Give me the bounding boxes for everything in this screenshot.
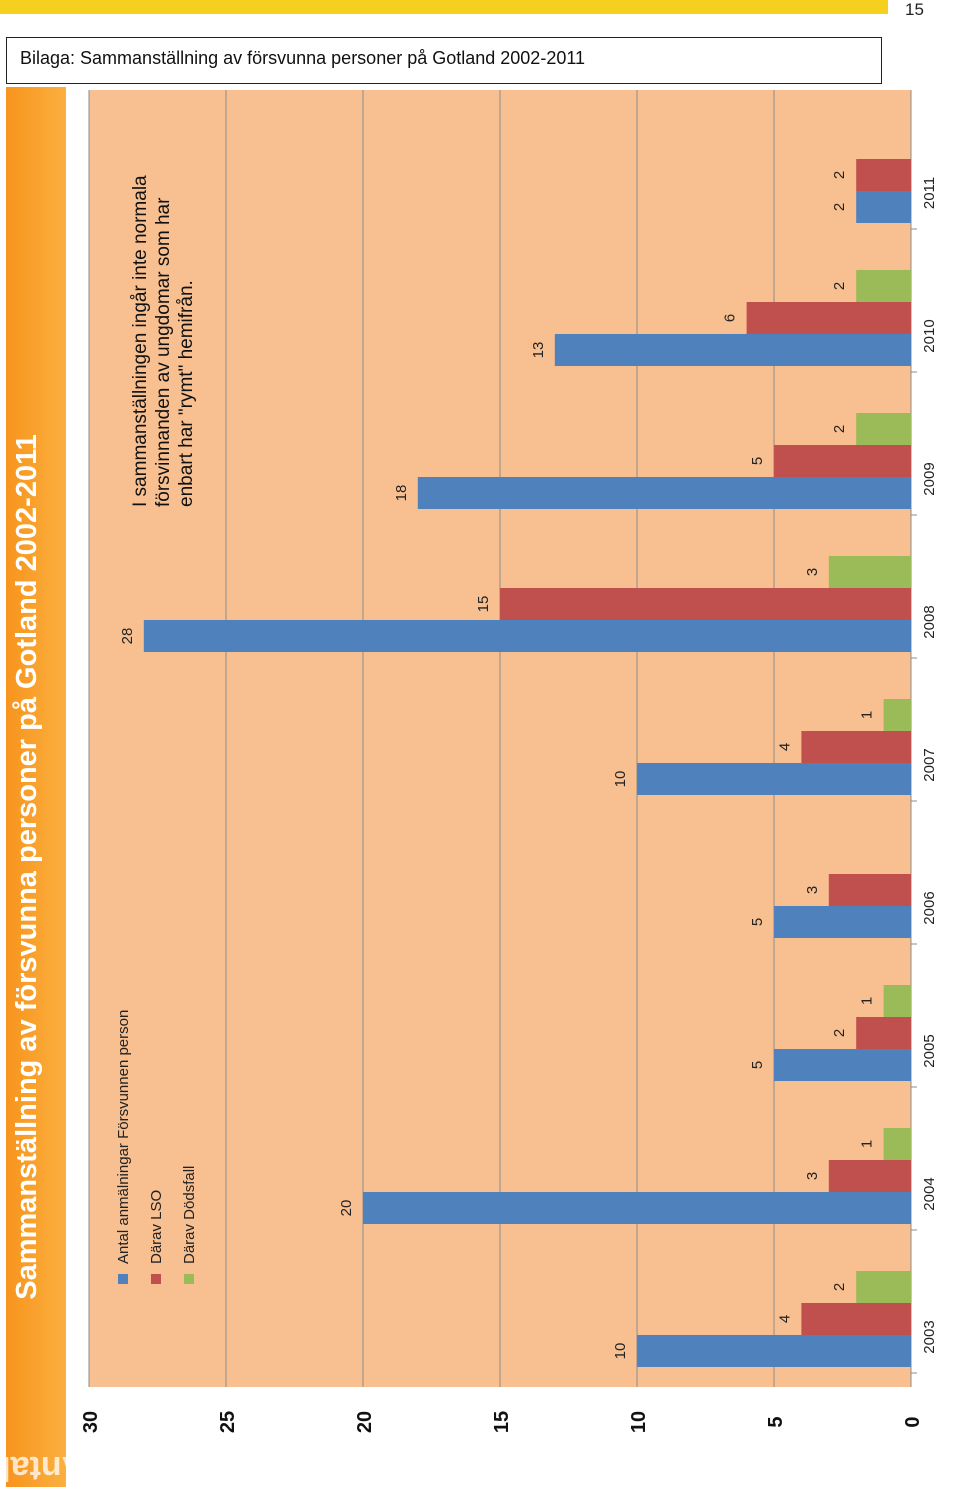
bar-total <box>637 763 911 795</box>
category-label: 2010 <box>921 319 938 352</box>
header-box: Bilaga: Sammanställning av försvunna per… <box>6 37 882 84</box>
bar-dodsfall <box>883 985 911 1017</box>
bar-total <box>417 477 911 509</box>
bar-lso <box>746 302 911 334</box>
data-label: 28 <box>119 628 136 645</box>
data-label: 1 <box>859 997 876 1005</box>
data-label: 3 <box>804 568 821 576</box>
category-label: 2005 <box>921 1034 938 1067</box>
data-label: 5 <box>749 457 766 465</box>
data-label: 2 <box>831 282 848 290</box>
data-label: 2 <box>831 203 848 211</box>
value-tick-label: 10 <box>628 1411 650 1433</box>
legend-swatch <box>184 1274 194 1284</box>
note-line: försvinnanden av ungdomar som har <box>153 197 174 507</box>
bar-total <box>774 906 911 938</box>
chart-title: Sammanställning av försvunna personer på… <box>11 434 43 1299</box>
category-label: 2006 <box>921 891 938 924</box>
legend-item-total: Antal anmälningar Försvunnen person <box>115 1010 132 1264</box>
bar-total <box>554 334 911 366</box>
bar-dodsfall <box>883 699 911 731</box>
bar-total <box>774 1049 911 1081</box>
bar-total <box>856 191 911 223</box>
bar-lso <box>801 1303 911 1335</box>
chart-area: 0 5 10 15 20 25 30 2003 2004 2005 2006 2007 2008 2009… <box>0 87 954 1487</box>
bar-chart: 0510152025302003200420052006200720082009… <box>0 90 938 1487</box>
data-label: 4 <box>776 1315 793 1323</box>
data-label: 15 <box>475 596 492 613</box>
data-label: 4 <box>776 743 793 751</box>
category-label: 2003 <box>921 1320 938 1353</box>
data-label: 5 <box>749 1061 766 1069</box>
data-label: 3 <box>804 1172 821 1180</box>
category-label: 2007 <box>921 748 938 781</box>
category-label: 2011 <box>921 177 938 209</box>
bar-total <box>363 1192 911 1224</box>
data-label: 10 <box>612 771 629 788</box>
data-label: 1 <box>859 711 876 719</box>
value-tick-label: 20 <box>354 1411 376 1433</box>
data-label: 6 <box>722 314 739 322</box>
bar-lso <box>856 1017 911 1049</box>
bar-dodsfall <box>856 413 911 445</box>
legend-swatch <box>118 1274 128 1284</box>
value-tick-label: 5 <box>765 1416 787 1427</box>
header-title: Bilaga: Sammanställning av försvunna per… <box>20 48 586 68</box>
bar-lso <box>828 1160 911 1192</box>
note-line: I sammanställningen ingår inte normala <box>130 175 151 507</box>
value-tick-label: 15 <box>491 1411 513 1433</box>
legend-swatch <box>151 1274 161 1284</box>
data-label: 2 <box>831 425 848 433</box>
category-label: 2008 <box>921 605 938 638</box>
bar-dodsfall <box>856 1271 911 1303</box>
data-label: 2 <box>831 1029 848 1037</box>
category-label: 2004 <box>921 1177 938 1210</box>
title-strip <box>6 87 66 1487</box>
bar-lso <box>856 159 911 191</box>
note-line: enbart har "rymt" hemifrån. <box>176 280 197 507</box>
data-label: 13 <box>530 342 547 359</box>
axis-title: Antal: <box>0 1449 86 1487</box>
page-number: 15 <box>905 0 924 19</box>
bar-dodsfall <box>828 556 911 588</box>
data-label: 5 <box>749 918 766 926</box>
top-accent-bar <box>0 0 888 14</box>
data-label: 2 <box>831 171 848 179</box>
bar-lso <box>774 445 911 477</box>
bar-total <box>143 620 912 652</box>
data-label: 2 <box>831 1283 848 1291</box>
data-label: 20 <box>338 1200 355 1217</box>
data-label: 3 <box>804 886 821 894</box>
bar-lso <box>828 874 911 906</box>
bar-lso <box>500 588 911 620</box>
data-label: 1 <box>859 1140 876 1148</box>
bar-dodsfall <box>883 1128 911 1160</box>
value-tick-label: 25 <box>217 1411 239 1433</box>
category-label: 2009 <box>921 462 938 495</box>
bar-dodsfall <box>856 270 911 302</box>
value-tick-label: 30 <box>80 1411 102 1433</box>
bar-total <box>637 1335 911 1367</box>
value-tick-label: 0 <box>902 1416 924 1427</box>
data-label: 10 <box>612 1343 629 1360</box>
bar-lso <box>801 731 911 763</box>
data-label: 18 <box>393 485 410 502</box>
legend-item-dodsfall: Därav Dödsfall <box>181 1166 198 1264</box>
legend-item-lso: Därav LSO <box>148 1190 165 1264</box>
